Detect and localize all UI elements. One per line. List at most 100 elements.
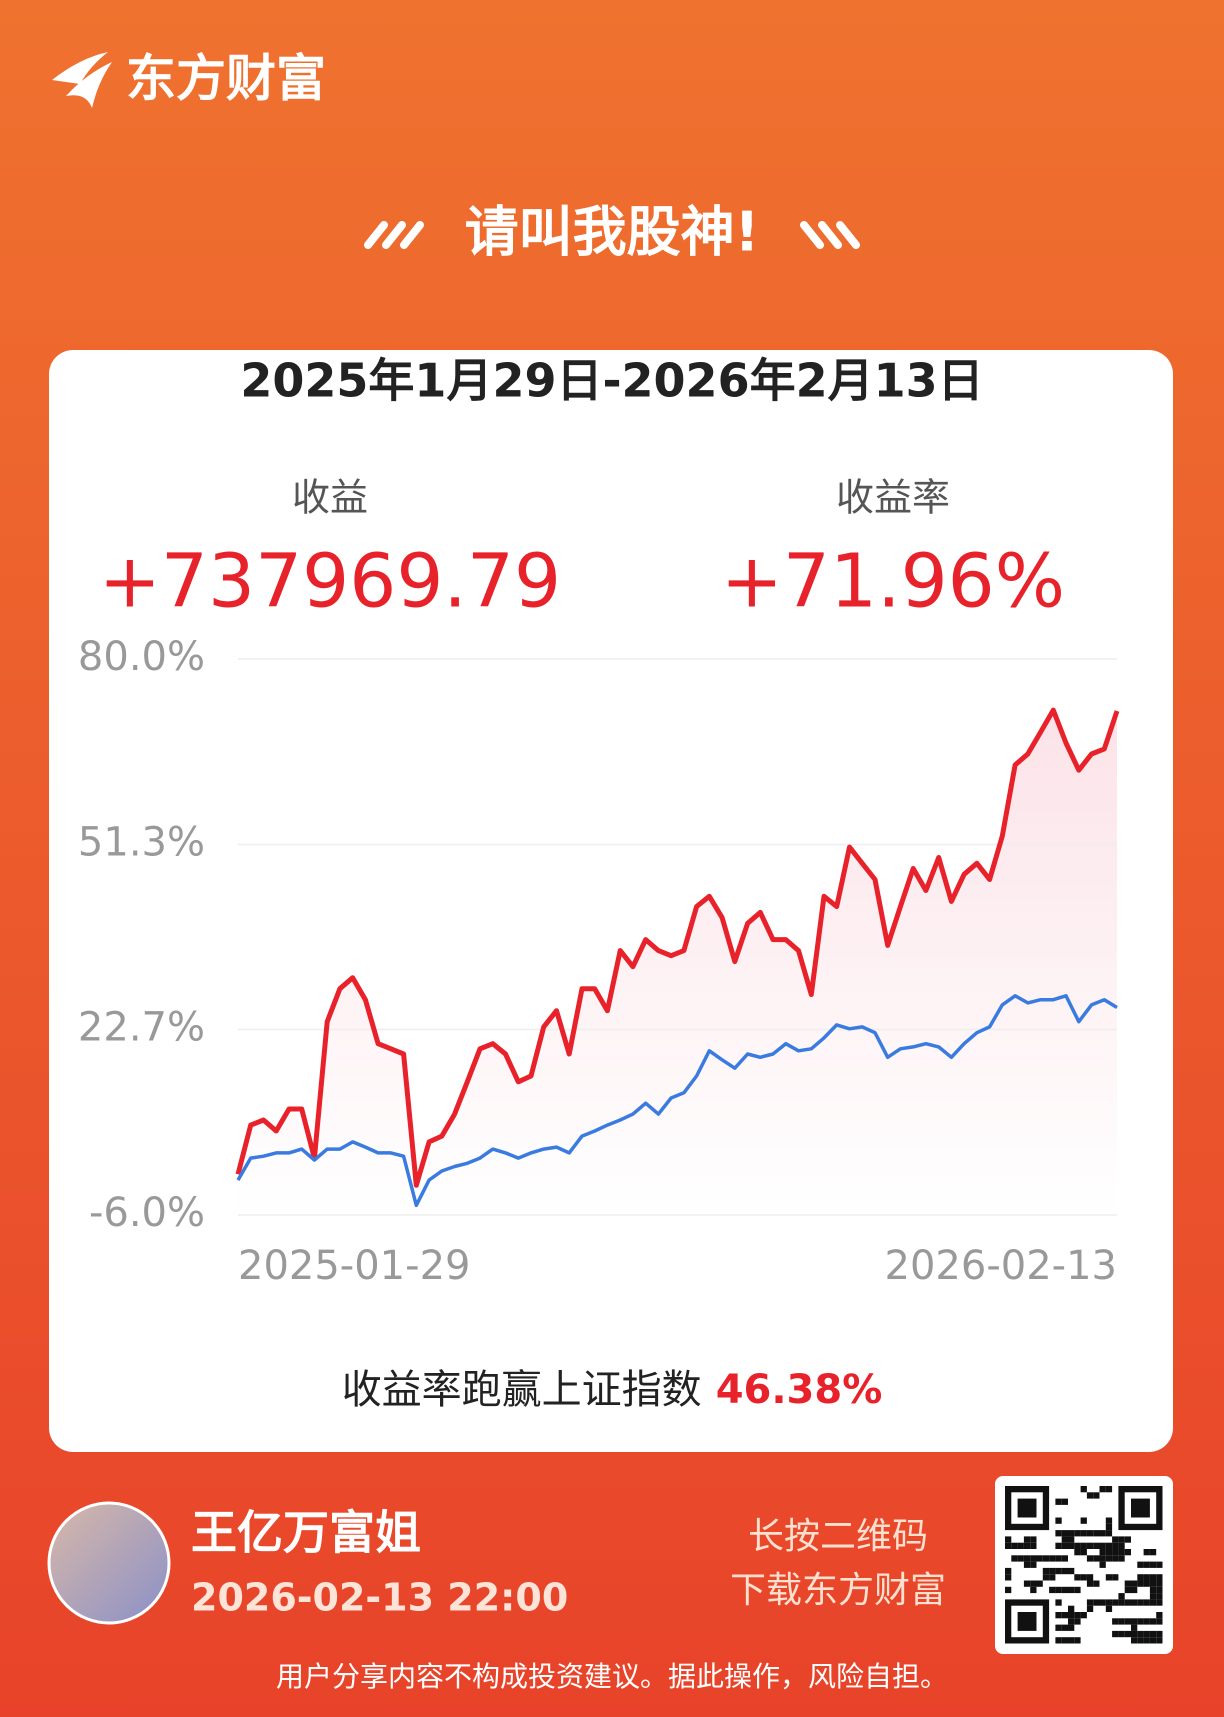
- qr-module: [1080, 1486, 1087, 1493]
- timestamp: 2026-02-13 22:00: [191, 1576, 568, 1620]
- qr-module: [1131, 1580, 1138, 1587]
- qr-module: [1023, 1561, 1031, 1568]
- qr-module: [1131, 1624, 1138, 1631]
- qr-module: [1112, 1630, 1119, 1638]
- qr-module: [1011, 1542, 1018, 1549]
- qr-module: [1131, 1618, 1138, 1625]
- qr-module: [1093, 1542, 1100, 1549]
- qr-module: [1137, 1618, 1144, 1625]
- qr-module: [1124, 1618, 1131, 1625]
- qr-module: [1099, 1542, 1106, 1549]
- qr-module: [1112, 1618, 1119, 1625]
- qr-module: [1030, 1561, 1037, 1568]
- qr-module: [1005, 1536, 1012, 1543]
- qr-module: [1105, 1517, 1113, 1524]
- qr-module: [1093, 1530, 1100, 1537]
- qr-module: [1137, 1637, 1144, 1644]
- y-tick-label: 51.3%: [78, 820, 205, 866]
- qr-module: [1080, 1574, 1087, 1581]
- qr-module: [1017, 1555, 1024, 1562]
- qr-module: [1061, 1586, 1068, 1594]
- qr-module: [1137, 1561, 1144, 1568]
- qr-module: [1061, 1612, 1068, 1619]
- qr-module: [1049, 1586, 1056, 1594]
- qr-module: [1049, 1567, 1056, 1575]
- qr-module: [1061, 1530, 1068, 1537]
- qr-module: [1112, 1574, 1119, 1581]
- qr-module: [1074, 1612, 1081, 1619]
- qr-module: [1080, 1549, 1087, 1556]
- qr-module: [1118, 1593, 1125, 1600]
- qr-module: [1061, 1498, 1068, 1505]
- line: [236, 994, 1118, 1208]
- qr-module: [1149, 1549, 1157, 1556]
- qr-finder: [1131, 1498, 1150, 1518]
- qr-module: [1124, 1599, 1131, 1606]
- qr-module: [1099, 1561, 1106, 1568]
- area: [238, 710, 1117, 1215]
- compare-text: 收益率跑赢上证指数: [342, 1367, 702, 1413]
- qr-module: [1061, 1637, 1068, 1644]
- qr-module: [1055, 1555, 1062, 1562]
- qr-module: [1149, 1561, 1157, 1568]
- qr-module: [1143, 1637, 1150, 1644]
- qr-module: [1036, 1555, 1043, 1562]
- qr-module: [1118, 1555, 1125, 1562]
- qr-module: [1105, 1549, 1113, 1556]
- qr-module: [1023, 1555, 1031, 1562]
- profit-value: +737969.79: [99, 539, 561, 625]
- qr-module: [1042, 1574, 1050, 1581]
- qr-module: [1105, 1530, 1113, 1537]
- qr-module: [1061, 1555, 1068, 1562]
- qr-module: [1068, 1618, 1075, 1625]
- qr-hint: 长按二维码: [748, 1516, 928, 1557]
- qr-module: [1112, 1542, 1119, 1549]
- qr-module: [1156, 1574, 1163, 1581]
- qr-module: [1086, 1492, 1094, 1499]
- qr-module: [1086, 1605, 1094, 1612]
- qr-module: [1086, 1530, 1094, 1537]
- qr-module: [1149, 1586, 1157, 1594]
- disclaimer: 用户分享内容不构成投资建议。据此操作，风险自担。: [276, 1660, 948, 1693]
- qr-module: [1112, 1599, 1119, 1606]
- qr-module: [1143, 1630, 1150, 1638]
- qr-module: [1068, 1530, 1075, 1537]
- qr-module: [1086, 1542, 1094, 1549]
- qr-module: [1023, 1536, 1031, 1543]
- qr-module: [1023, 1542, 1031, 1549]
- qr-module: [1055, 1542, 1062, 1549]
- avatar[interactable]: [47, 1501, 171, 1625]
- qr-module: [1137, 1574, 1144, 1581]
- qr-module: [1074, 1542, 1081, 1549]
- qr-module: [1055, 1612, 1062, 1619]
- qr-module: [1030, 1580, 1037, 1587]
- qr-module: [1055, 1599, 1062, 1606]
- qr-module: [1118, 1536, 1125, 1543]
- qr-module: [1156, 1612, 1163, 1619]
- slogan-decoration: [364, 221, 860, 249]
- qr-module: [1105, 1523, 1113, 1531]
- logo-icon: [52, 52, 112, 108]
- qr-module: [1137, 1580, 1144, 1587]
- qr-module: [1149, 1599, 1157, 1606]
- qr-module: [1143, 1618, 1150, 1625]
- y-tick-label: -6.0%: [89, 1190, 205, 1236]
- qr-module: [1068, 1542, 1075, 1549]
- qr-module: [1124, 1586, 1131, 1594]
- qr-module: [1068, 1567, 1075, 1575]
- qr-module: [1105, 1555, 1113, 1562]
- qr-module: [1143, 1580, 1150, 1587]
- qr-module: [1068, 1536, 1075, 1543]
- qr-module: [1105, 1574, 1113, 1581]
- qr-module: [1156, 1580, 1163, 1587]
- qr-module: [1156, 1586, 1163, 1594]
- qr-module: [1149, 1637, 1157, 1644]
- qr-module: [1055, 1586, 1062, 1594]
- qr-module: [1005, 1567, 1012, 1575]
- qr-module: [1137, 1599, 1144, 1606]
- qr-module: [1105, 1486, 1113, 1493]
- rate-value: +71.96%: [721, 539, 1065, 625]
- qr-module: [1011, 1555, 1018, 1562]
- qr-module: [1105, 1542, 1113, 1549]
